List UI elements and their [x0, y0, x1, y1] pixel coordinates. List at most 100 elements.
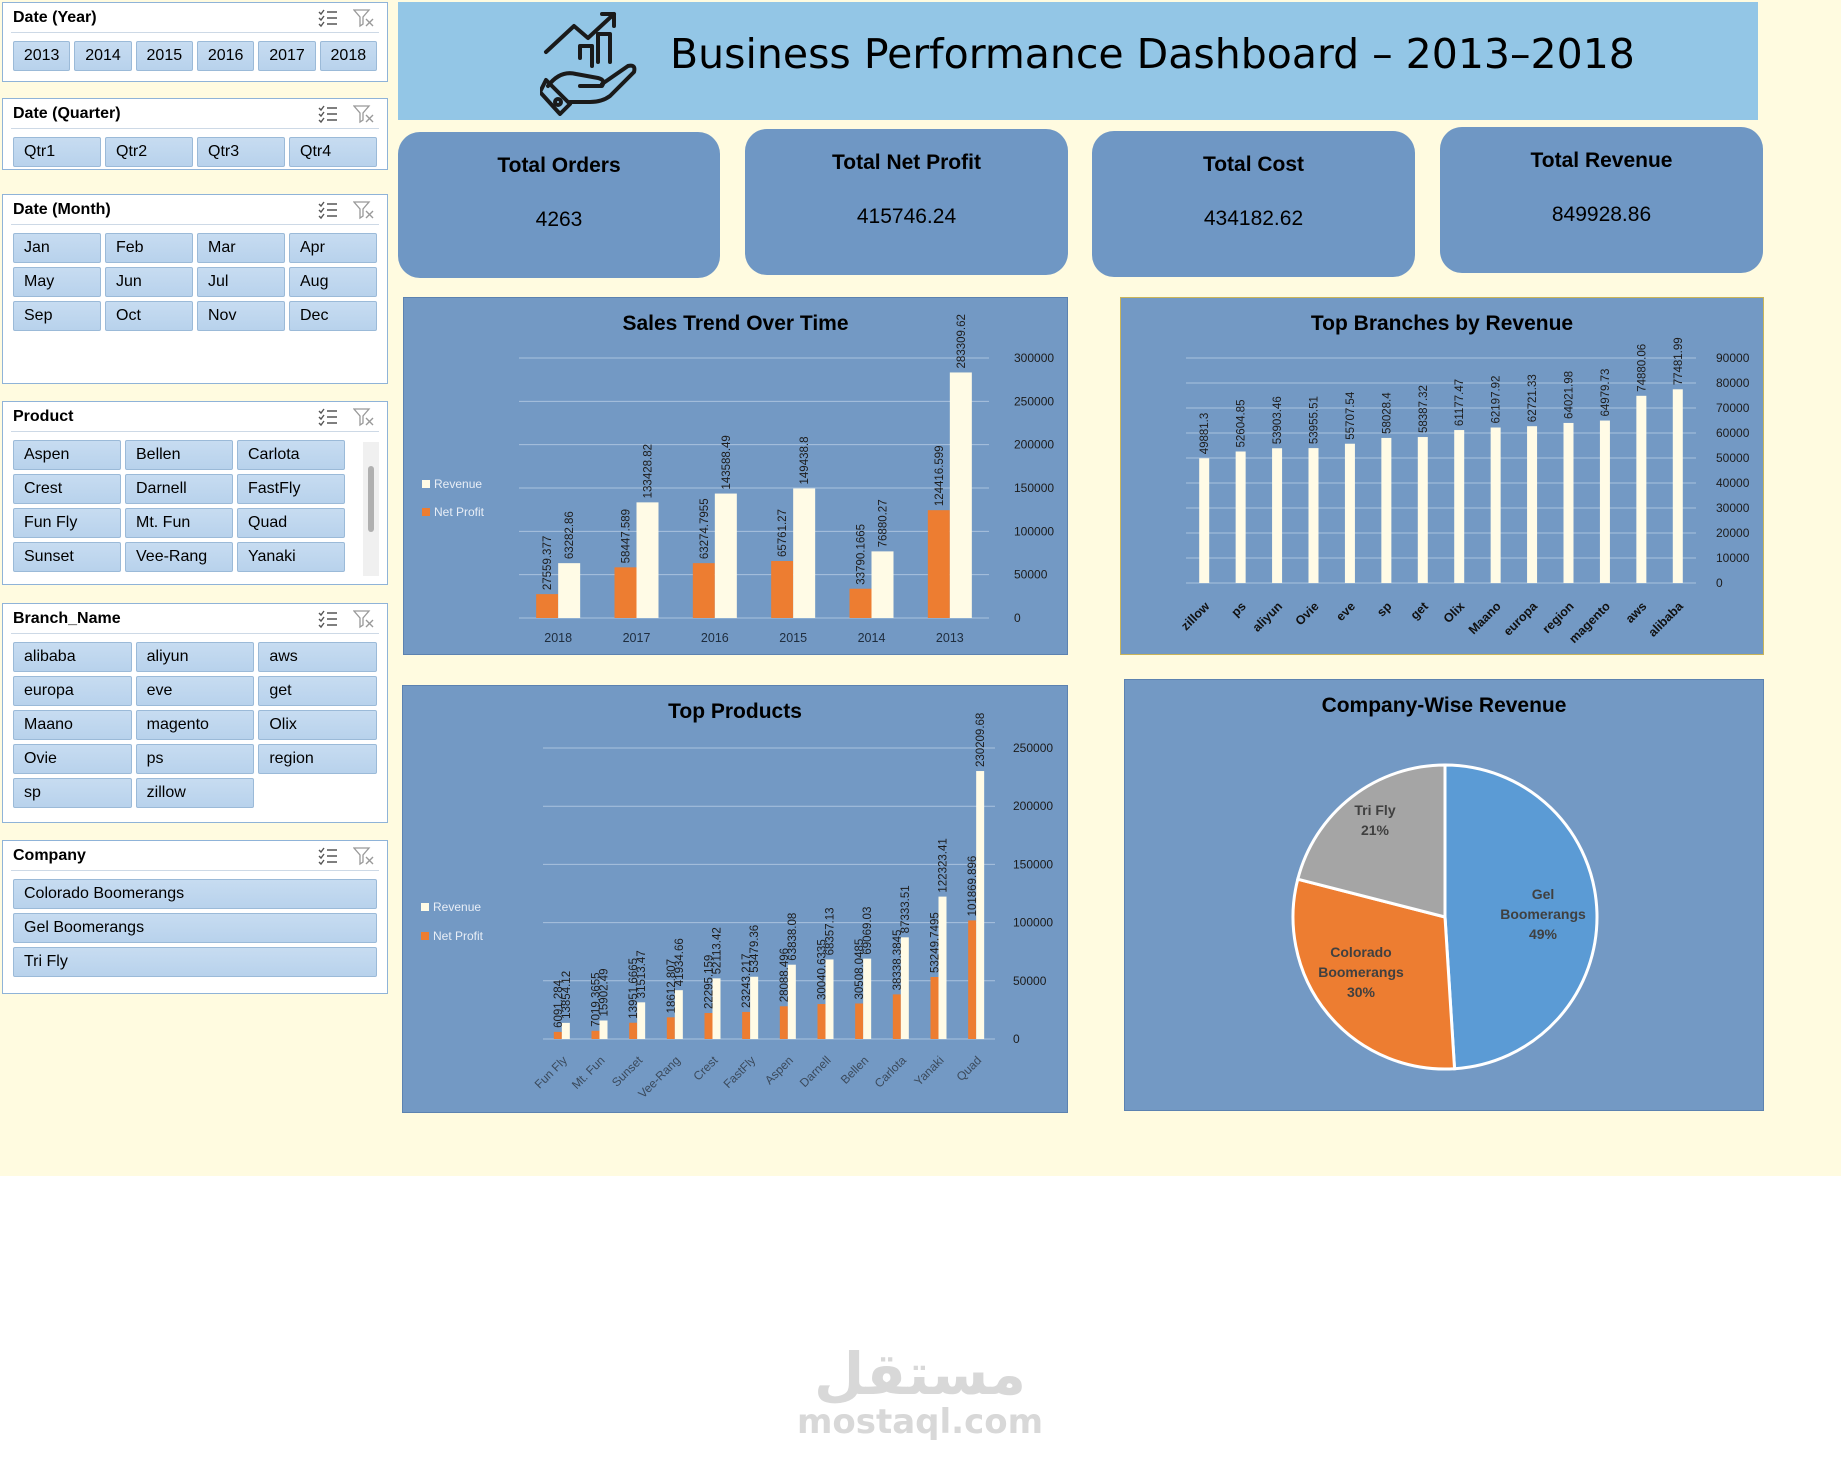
slicer-item-2016[interactable]: 2016 [196, 41, 255, 71]
slicer-item-2015[interactable]: 2015 [135, 41, 193, 71]
y-tick-label: 90000 [1716, 351, 1750, 365]
clear-filter-icon[interactable] [353, 846, 375, 866]
slicer-item-apr[interactable]: Apr [289, 233, 377, 263]
slicer-item-ps[interactable]: ps [135, 744, 255, 774]
slicer-item-mar[interactable]: Mar [197, 233, 285, 263]
clear-filter-icon[interactable] [353, 200, 375, 220]
clear-filter-icon[interactable] [353, 407, 375, 427]
slicer-item-region[interactable]: region [258, 744, 377, 774]
slicer-item-magento[interactable]: magento [135, 710, 255, 740]
data-label: 33790.1665 [856, 524, 868, 585]
multi-select-icon[interactable] [317, 846, 339, 866]
legend-label: Net Profit [433, 929, 484, 943]
slicer-item-2017[interactable]: 2017 [258, 41, 316, 71]
slicer-month-items: Jan Feb Mar Apr May Jun Jul Aug Sep Oct … [3, 225, 387, 335]
scrollbar-thumb[interactable] [368, 466, 374, 532]
bar-revenue [637, 1002, 646, 1039]
slicer-item-crest[interactable]: Crest [13, 474, 121, 504]
bar-revenue [636, 502, 659, 618]
data-label: 133428.82 [643, 444, 655, 498]
chart-title: Sales Trend Over Time [622, 312, 849, 335]
dashboard-sheet: Date (Year) 2013 2014 2015 2016 2017 201… [0, 0, 1841, 1176]
slicer-item-colorado-boomerangs[interactable]: Colorado Boomerangs [13, 879, 377, 909]
x-tick-label: ps [1229, 599, 1249, 619]
slicer-item-gel-boomerangs[interactable]: Gel Boomerangs [13, 913, 377, 943]
bar-net-profit [591, 1030, 600, 1039]
slicer-item-jun[interactable]: Jun [105, 267, 193, 297]
slicer-item-fun-fly[interactable]: Fun Fly [13, 508, 121, 538]
slicer-item-aws[interactable]: aws [258, 642, 377, 672]
multi-select-icon[interactable] [317, 200, 339, 220]
slicer-company: Company Colorado Boomerangs Gel Boomeran… [2, 840, 388, 994]
data-label: 62197.92 [1491, 376, 1503, 424]
slicer-item-2013[interactable]: 2013 [13, 41, 71, 71]
x-tick-label: 2015 [779, 631, 807, 645]
kpi-value: 434182.62 [1203, 207, 1304, 230]
slicer-item-2014[interactable]: 2014 [74, 41, 132, 71]
slicer-item-olix[interactable]: Olix [258, 710, 377, 740]
data-label: 64979.73 [1600, 369, 1612, 417]
slicer-item-zillow[interactable]: zillow [135, 778, 255, 808]
data-label: 69069.03 [862, 907, 874, 955]
slicer-item-ovie[interactable]: Ovie [13, 744, 132, 774]
slicer-item-eve[interactable]: eve [135, 676, 255, 706]
data-label: 61177.47 [1454, 379, 1466, 426]
x-tick-label: Bellen [838, 1053, 871, 1086]
slicer-item-jul[interactable]: Jul [197, 267, 285, 297]
slicer-item-qtr1[interactable]: Qtr1 [13, 137, 101, 167]
y-tick-label: 250000 [1013, 741, 1053, 755]
slicer-item-sp[interactable]: sp [13, 778, 132, 808]
slicer-item-2018[interactable]: 2018 [319, 41, 377, 71]
slicer-item-vee-rang[interactable]: Vee-Rang [125, 542, 233, 572]
slicer-item-qtr3[interactable]: Qtr3 [197, 137, 285, 167]
slicer-item-oct[interactable]: Oct [105, 301, 193, 331]
slicer-item-aug[interactable]: Aug [289, 267, 377, 297]
slicer-item-aliyun[interactable]: aliyun [135, 642, 255, 672]
slicer-item-quad[interactable]: Quad [237, 508, 345, 538]
slicer-item-europa[interactable]: europa [13, 676, 132, 706]
slicer-item-feb[interactable]: Feb [105, 233, 193, 263]
x-tick-label: FastFly [721, 1053, 759, 1091]
clear-filter-icon[interactable] [353, 8, 375, 28]
slicer-item-qtr4[interactable]: Qtr4 [289, 137, 377, 167]
bar-revenue [938, 896, 947, 1039]
multi-select-icon[interactable] [317, 407, 339, 427]
slicer-quarter: Date (Quarter) Qtr1 Qtr2 Qtr3 Qtr4 [2, 98, 388, 170]
slicer-item-carlota[interactable]: Carlota [237, 440, 345, 470]
company-revenue-pie-chart: Gel Boomerangs 49% Colorado Boomerangs 30% Tri… [1291, 763, 1599, 1071]
slicer-item-aspen[interactable]: Aspen [13, 440, 121, 470]
clear-filter-icon[interactable] [353, 609, 375, 629]
slicer-scrollbar[interactable] [363, 442, 379, 576]
slicer-item-yanaki[interactable]: Yanaki [237, 542, 345, 572]
slicer-header: Date (Quarter) [11, 99, 379, 129]
slicer-item-dec[interactable]: Dec [289, 301, 377, 331]
slicer-item-qtr2[interactable]: Qtr2 [105, 137, 193, 167]
slicer-item-sep[interactable]: Sep [13, 301, 101, 331]
clear-filter-icon[interactable] [353, 104, 375, 124]
slicer-item-get[interactable]: get [258, 676, 377, 706]
slicer-item-tri-fly[interactable]: Tri Fly [13, 947, 377, 977]
x-tick-label: eve [1333, 599, 1358, 624]
slicer-item-alibaba[interactable]: alibaba [13, 642, 132, 672]
slicer-item-sunset[interactable]: Sunset [13, 542, 121, 572]
slicer-header: Product [11, 402, 379, 432]
legend-label: Revenue [433, 900, 481, 914]
y-tick-label: 70000 [1716, 401, 1750, 415]
multi-select-icon[interactable] [317, 104, 339, 124]
slicer-item-maano[interactable]: Maano [13, 710, 132, 740]
data-label: 87333.51 [900, 885, 912, 933]
bar-revenue [900, 937, 909, 1039]
multi-select-icon[interactable] [317, 8, 339, 28]
slicer-item-mt-fun[interactable]: Mt. Fun [125, 508, 233, 538]
slicer-item-jan[interactable]: Jan [13, 233, 101, 263]
slicer-item-bellen[interactable]: Bellen [125, 440, 233, 470]
bar-net-profit [692, 563, 715, 618]
slicer-item-nov[interactable]: Nov [197, 301, 285, 331]
data-label: 77481.99 [1673, 337, 1685, 385]
data-label: 65761.27 [777, 509, 789, 557]
slicer-item-darnell[interactable]: Darnell [125, 474, 233, 504]
slicer-item-may[interactable]: May [13, 267, 101, 297]
data-label: 58387.32 [1418, 385, 1430, 433]
multi-select-icon[interactable] [317, 609, 339, 629]
slicer-item-fastfly[interactable]: FastFly [237, 474, 345, 504]
